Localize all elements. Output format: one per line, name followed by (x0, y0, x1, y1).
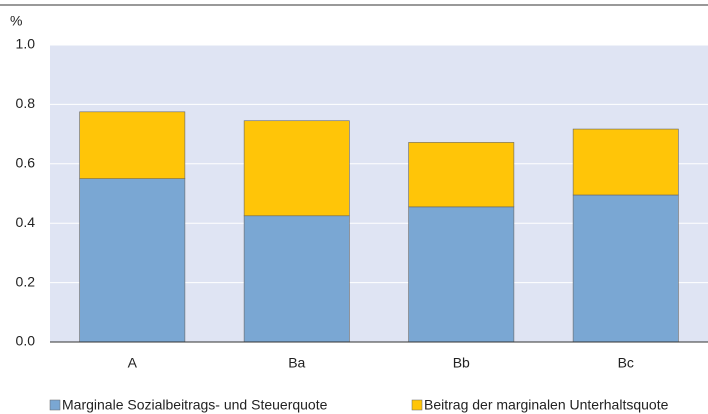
y-tick-label: 0.8 (16, 95, 36, 111)
legend-label: Marginale Sozialbeitrags- und Steuerquot… (62, 397, 328, 413)
y-tick-label: 1.0 (16, 36, 36, 52)
y-tick-label: 0.2 (16, 273, 36, 289)
bar-segment (79, 111, 186, 179)
bar-segment (572, 128, 679, 196)
y-tick-label: 0.0 (16, 333, 36, 349)
bar-segment (408, 206, 515, 343)
legend-swatch (49, 399, 61, 411)
y-tick-label: 0.4 (16, 214, 36, 230)
y-tick-label: 0.6 (16, 155, 36, 171)
x-tick-label: Ba (288, 355, 305, 371)
x-tick-label: A (128, 355, 138, 371)
bar-segment (243, 215, 350, 343)
y-axis-label: % (10, 13, 22, 29)
x-tick-label: Bc (618, 355, 634, 371)
bar-segment (572, 194, 679, 343)
legend-swatch (411, 399, 423, 411)
bar-segment (243, 120, 350, 217)
x-tick-label: Bb (453, 355, 470, 371)
bar-segment (408, 142, 515, 208)
legend-label: Beitrag der marginalen Unterhaltsquote (424, 397, 669, 413)
bar-segment (79, 178, 186, 343)
